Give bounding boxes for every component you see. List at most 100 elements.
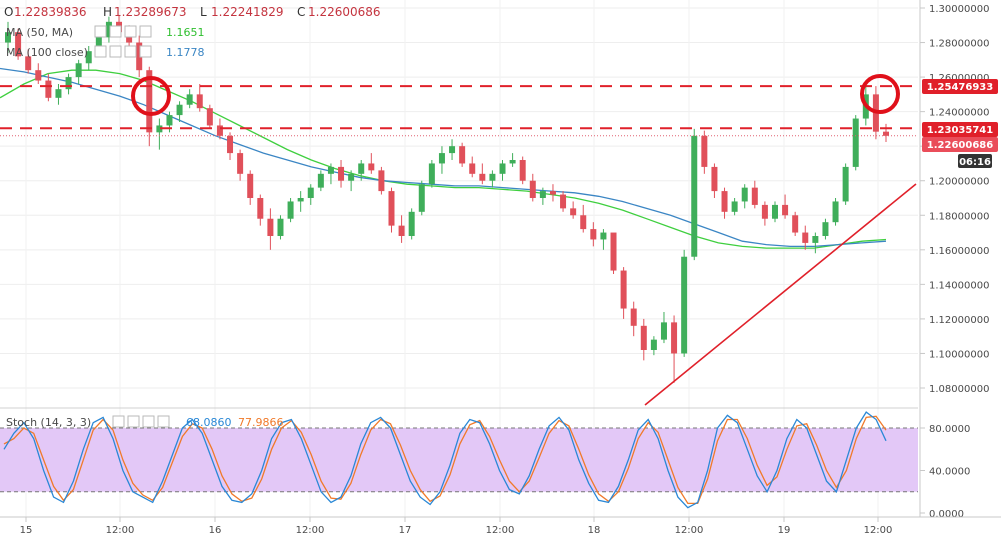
candle-body (842, 166, 849, 202)
candle-body (883, 131, 889, 136)
candle-body (65, 77, 72, 90)
more-icon[interactable] (157, 415, 170, 428)
candle-body (812, 236, 819, 243)
candle-body (691, 135, 698, 257)
candle (368, 153, 375, 174)
candle-body (771, 204, 778, 219)
candle (418, 180, 425, 216)
candle (610, 232, 617, 274)
candle-body (620, 270, 627, 309)
price-axis[interactable]: 1.30000000 1.28000000 1.26000000 1.24000000… (919, 0, 998, 520)
candle-body (489, 173, 496, 181)
candle (640, 318, 647, 361)
candle (489, 170, 496, 188)
eye-icon[interactable] (112, 415, 125, 428)
candle (660, 312, 667, 344)
candle-body (45, 80, 52, 98)
candle (307, 184, 314, 205)
candle-body (459, 146, 466, 164)
candle-body (136, 42, 143, 71)
price-overlays (0, 74, 918, 406)
candle-body (852, 118, 859, 167)
close-key: C (297, 5, 305, 19)
countdown-label: 06:16 (958, 154, 992, 168)
candle-body (671, 322, 678, 354)
close-icon[interactable] (142, 415, 155, 428)
candle (227, 132, 234, 160)
current-price-label: 1.22600686 (922, 137, 998, 152)
candle-body (186, 94, 193, 105)
stoch-tick-label: 0.0000 (929, 509, 964, 520)
y-tick-label: 1.20000000 (929, 177, 989, 188)
candle-body (85, 51, 92, 64)
candle-body (35, 70, 42, 81)
candle-body (640, 325, 647, 350)
candle-body (499, 163, 506, 174)
candle (449, 139, 456, 160)
candle-body (681, 256, 688, 354)
time-axis[interactable]: 15 12:00 16 12:00 17 12:00 18 12:00 19 12:00 (0, 516, 1001, 536)
ma100-legend-label: MA (100 close) (6, 46, 88, 59)
candle (771, 201, 778, 223)
ma100-legend-value: 1.1778 (166, 46, 205, 59)
candle-body (832, 201, 839, 223)
candle (327, 163, 334, 185)
candle-body (802, 232, 809, 243)
y-tick-label: 1.24000000 (929, 108, 989, 119)
stoch-panel (0, 407, 918, 509)
more-icon[interactable] (139, 45, 152, 58)
candle-body (358, 163, 365, 174)
stoch-legend[interactable]: Stoch (14, 3, 3) 68.0860 77.9866 (6, 415, 284, 429)
ma50-legend-value: 1.1651 (166, 26, 205, 39)
low-value: 1.22241829 (211, 5, 284, 19)
candle (630, 301, 637, 337)
candle (105, 16, 112, 43)
stoch-legend-tools[interactable] (112, 415, 170, 428)
candle-body (822, 222, 829, 236)
settings-icon[interactable] (109, 45, 122, 58)
stoch-tick-label: 40.0000 (929, 467, 970, 478)
candle (459, 142, 466, 167)
ma100-legend[interactable]: MA (100 close) 1.1778 (6, 45, 205, 59)
settings-icon[interactable] (127, 415, 140, 428)
candle (852, 115, 859, 171)
candle (560, 191, 567, 212)
close-value: 1.22600686 (308, 5, 381, 19)
ma50-legend[interactable]: MA (50, MA) 1.1651 (6, 25, 205, 39)
close-icon[interactable] (124, 25, 137, 38)
candle (731, 198, 738, 216)
open-key: O (4, 5, 13, 19)
candle-body (741, 187, 748, 202)
resistance-high-value: 1.25476933 (927, 82, 993, 93)
candle (176, 101, 183, 122)
settings-icon[interactable] (109, 25, 122, 38)
close-icon[interactable] (124, 45, 137, 58)
x-tick-label: 12:00 (296, 525, 325, 536)
ma50-legend-tools[interactable] (94, 25, 152, 38)
candle (580, 204, 587, 233)
candle (782, 194, 789, 219)
eye-icon[interactable] (94, 45, 107, 58)
candle (681, 249, 688, 357)
candle-body (338, 166, 345, 181)
candle (620, 267, 627, 319)
candle-body (348, 173, 355, 181)
y-tick-label: 1.30000000 (929, 4, 989, 15)
candle (469, 156, 476, 178)
candle-body (25, 56, 32, 71)
eye-icon[interactable] (94, 25, 107, 38)
ma100-legend-tools[interactable] (94, 45, 152, 58)
candle-body (297, 198, 304, 202)
highlight-circle-right (860, 74, 900, 114)
support-trendline[interactable] (644, 183, 917, 406)
stoch-grid (0, 407, 918, 493)
candle (539, 187, 546, 205)
candle (792, 211, 799, 236)
stoch-legend-label: Stoch (14, 3, 3) (6, 416, 91, 429)
x-tick-label: 12:00 (106, 525, 135, 536)
more-icon[interactable] (139, 25, 152, 38)
candle (45, 73, 52, 102)
candle-body (55, 89, 62, 98)
candle (832, 198, 839, 226)
